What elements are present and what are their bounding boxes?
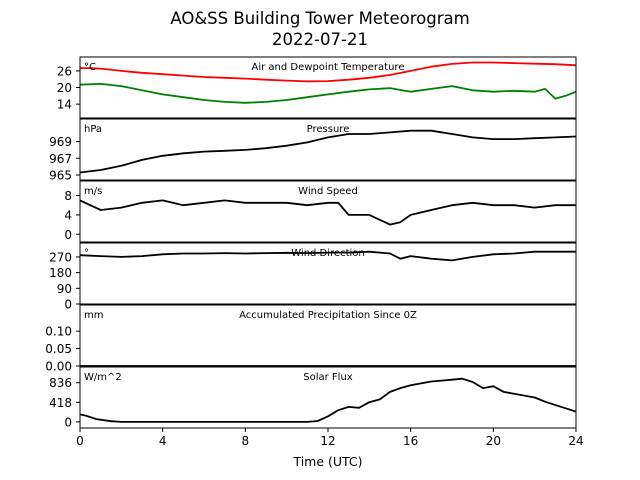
- wind-speed-series-0-line: [79, 199, 576, 226]
- solar-flux-ytick-label: 836: [49, 376, 72, 390]
- temperature-title: Air and Dewpoint Temperature: [252, 62, 405, 73]
- wind-direction-series-0-line: [79, 250, 576, 262]
- figure-title: AO&SS Building Tower Meteorogram: [170, 9, 469, 28]
- precipitation-unit-label: mm: [84, 310, 103, 321]
- x-axis: 0 4 8 12 16 20 24: [76, 428, 584, 448]
- wind-speed-ytick-label: 4: [64, 208, 72, 222]
- wind-direction-frame: [79, 242, 577, 305]
- pressure-frame: [79, 118, 577, 181]
- panel-temperature: 14 20 26 °C Air and Dewpoint Temperature: [57, 56, 577, 119]
- panel-solar-flux: 0 418 836 W/m^2 Solar Flux: [49, 366, 577, 429]
- xtick-label: 24: [568, 434, 583, 448]
- pressure-ytick-label: 967: [49, 152, 72, 166]
- wind-speed-unit-label: m/s: [84, 186, 102, 197]
- pressure-unit-label: hPa: [84, 124, 102, 135]
- panel-wind-direction: 0 90 180 270 ° Wind Direction: [49, 242, 577, 312]
- temperature-series-0-line: [80, 61, 577, 83]
- xtick-label: 4: [159, 434, 167, 448]
- pressure-series-0-line: [79, 129, 577, 174]
- wind-speed-ytick-label: 0: [64, 228, 72, 242]
- figure-date: 2022-07-21: [272, 30, 368, 49]
- panel-pressure: 965 967 969 hPa Pressure: [49, 118, 577, 182]
- precipitation-ytick-label: 0.05: [45, 342, 72, 356]
- pressure-ytick-label: 965: [49, 168, 72, 182]
- wind-direction-ytick-label: 180: [49, 266, 72, 280]
- xtick-label: 20: [486, 434, 501, 448]
- xtick-label: 16: [403, 434, 418, 448]
- pressure-ytick-label: 969: [49, 135, 72, 149]
- pressure-title: Pressure: [307, 124, 350, 135]
- solar-flux-unit-label: W/m^2: [84, 372, 122, 383]
- xtick-label: 8: [242, 434, 250, 448]
- temperature-ytick-label: 26: [57, 64, 72, 78]
- wind-direction-unit-label: °: [84, 248, 89, 259]
- panel-wind-speed: 0 4 8 m/s Wind Speed: [64, 180, 577, 243]
- solar-flux-ytick-label: 418: [49, 396, 72, 410]
- precipitation-frame: [79, 304, 577, 367]
- x-axis-label: Time (UTC): [292, 454, 362, 469]
- temperature-ytick-label: 20: [57, 81, 72, 95]
- solar-flux-series-0-line: [79, 377, 577, 423]
- wind-speed-frame: [79, 180, 577, 243]
- precipitation-title: Accumulated Precipitation Since 0Z: [239, 310, 417, 321]
- xtick-label: 12: [320, 434, 335, 448]
- temperature-series-1-line: [79, 83, 577, 104]
- wind-direction-ytick-label: 270: [49, 250, 72, 264]
- wind-speed-ytick-label: 8: [64, 189, 72, 203]
- wind-direction-ytick-label: 0: [64, 298, 72, 312]
- solar-flux-title: Solar Flux: [303, 372, 353, 383]
- panel-precipitation: 0.00 0.05 0.10 mm Accumulated Precipitation …: [45, 304, 577, 374]
- precipitation-ytick-label: 0.10: [45, 325, 72, 339]
- wind-speed-title: Wind Speed: [298, 186, 358, 197]
- wind-direction-title: Wind Direction: [291, 248, 365, 259]
- precipitation-ytick-label: 0.00: [45, 360, 72, 374]
- temperature-unit-label: °C: [84, 62, 96, 73]
- xtick-label: 0: [76, 434, 84, 448]
- solar-flux-ytick-label: 0: [64, 415, 72, 429]
- temperature-ytick-label: 14: [57, 98, 72, 112]
- wind-direction-ytick-label: 90: [57, 282, 72, 296]
